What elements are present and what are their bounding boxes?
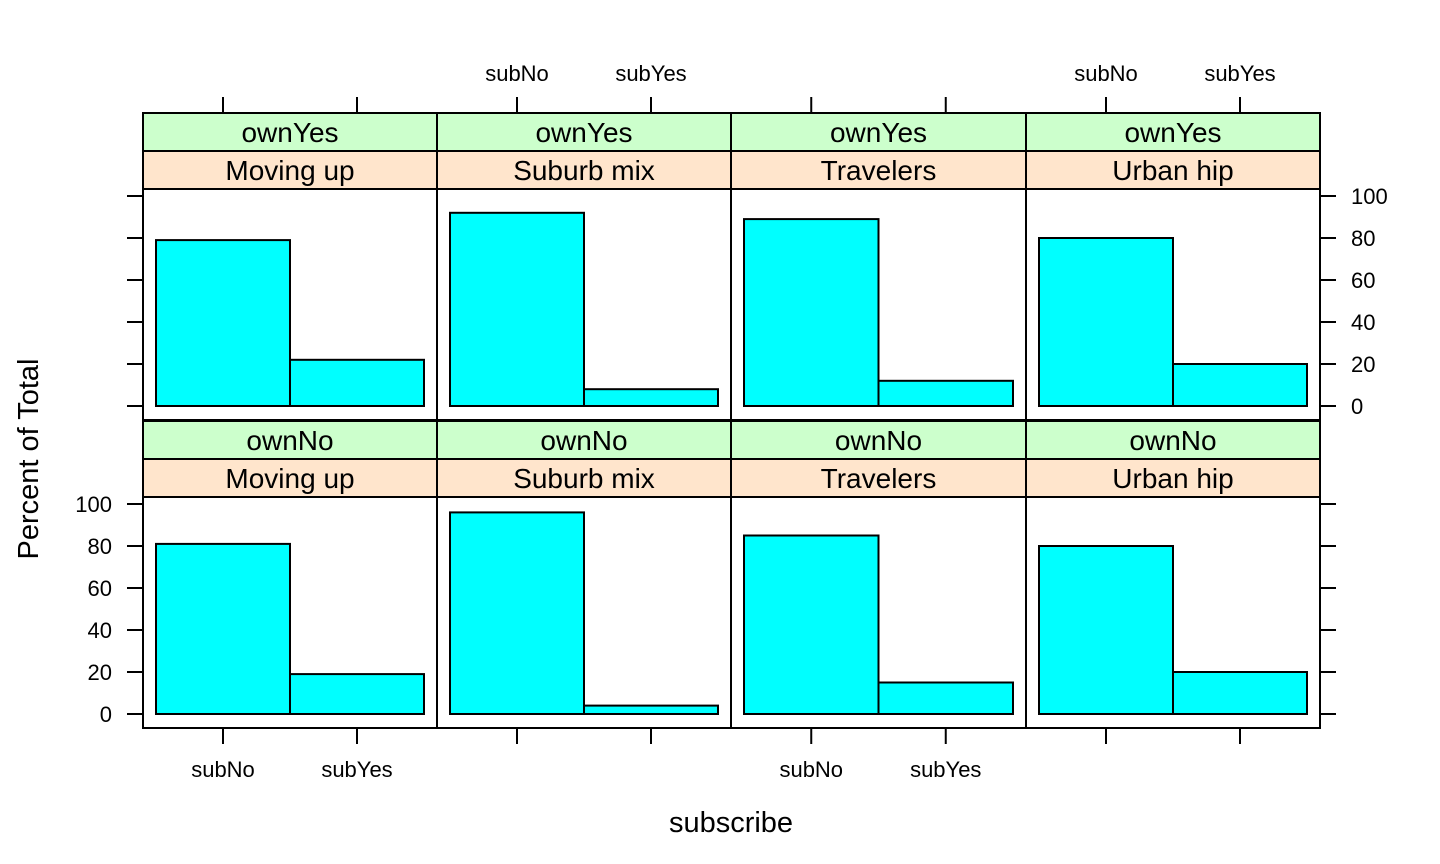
x-tick-label-top: subYes (615, 61, 686, 86)
strip-segment (142, 150, 438, 190)
strip-segment-label: Moving up (225, 463, 354, 494)
strip-segment (142, 458, 438, 498)
y-tick-label-left: 0 (100, 702, 112, 727)
bar-subYes (877, 379, 1014, 407)
strip-own (1025, 112, 1321, 152)
strip-own (142, 420, 438, 460)
y-axis-title: Percent of Total (13, 359, 45, 560)
strip-own (1025, 420, 1321, 460)
y-tick-label-left: 40 (88, 618, 112, 643)
strip-segment (730, 150, 1027, 190)
strip-segment-label: Moving up (225, 155, 354, 186)
y-tick-label-right: 0 (1351, 394, 1363, 419)
y-tick-label-right: 60 (1351, 268, 1375, 293)
x-axis-title: subscribe (669, 807, 793, 839)
strip-own-label: ownNo (835, 425, 922, 456)
strip-segment-label: Suburb mix (513, 155, 655, 186)
strip-own-label: ownYes (1124, 117, 1221, 148)
axes-layer: subNo subYes subNo subYes subNo subYes subNo su… (75, 61, 1387, 782)
strip-segment-label: Travelers (821, 463, 937, 494)
y-tick-label-left: 20 (88, 660, 112, 685)
panel-bottom-4: ownNo Urban hip (1025, 420, 1321, 729)
bar-subNo (449, 211, 585, 407)
strip-segment (436, 150, 732, 190)
y-tick-label-right: 80 (1351, 226, 1375, 251)
strip-segment (730, 458, 1027, 498)
strip-segment (1025, 458, 1321, 498)
strip-own-label: ownYes (830, 117, 927, 148)
bar-subYes (1172, 671, 1308, 715)
panel-bottom-1: ownNo Moving up (142, 420, 438, 729)
bar-subNo (1038, 237, 1174, 407)
strip-segment-label: Travelers (821, 155, 937, 186)
y-tick-label-right: 100 (1351, 184, 1388, 209)
panel-bottom-2: ownNo Suburb mix (436, 420, 732, 729)
strip-own (142, 112, 438, 152)
panel-top-2: ownYes Suburb mix (436, 112, 732, 421)
bar-subNo (743, 218, 880, 407)
bar-subYes (877, 681, 1014, 715)
bar-subNo (743, 534, 880, 715)
strip-own-label: ownNo (540, 425, 627, 456)
strip-own-label: ownNo (246, 425, 333, 456)
x-tick-label-top: subNo (485, 61, 549, 86)
strip-segment (1025, 150, 1321, 190)
y-tick-label-left: 100 (75, 492, 112, 517)
x-tick-label-bottom: subNo (779, 757, 843, 782)
bar-subNo (449, 511, 585, 716)
strip-own-label: ownYes (241, 117, 338, 148)
y-tick-label-left: 80 (88, 534, 112, 559)
bar-subYes (289, 358, 425, 407)
strip-segment-label: Suburb mix (513, 463, 655, 494)
y-tick-label-right: 20 (1351, 352, 1375, 377)
panel-bottom-3: ownNo Travelers (730, 420, 1027, 729)
x-tick-label-bottom: subYes (321, 757, 392, 782)
bar-subNo (155, 239, 291, 407)
panel-top-1: ownYes Moving up (142, 112, 438, 421)
strip-own-label: ownYes (535, 117, 632, 148)
x-tick-label-bottom: subYes (910, 757, 981, 782)
bar-subNo (1038, 545, 1174, 715)
bar-subYes (583, 388, 719, 408)
panel-top-3: ownYes Travelers (730, 112, 1027, 421)
strip-segment (436, 458, 732, 498)
strip-segment-label: Urban hip (1112, 463, 1233, 494)
x-tick-label-top: subNo (1074, 61, 1138, 86)
x-tick-label-bottom: subNo (191, 757, 255, 782)
panels-layer: ownYes Moving up ownYes Suburb mix ownYes Tra… (142, 112, 1321, 729)
y-tick-label-left: 60 (88, 576, 112, 601)
strip-own-label: ownNo (1129, 425, 1216, 456)
bar-subYes (583, 704, 719, 715)
y-tick-label-right: 40 (1351, 310, 1375, 335)
bar-subYes (1172, 363, 1308, 407)
bar-subNo (155, 542, 291, 716)
strip-segment-label: Urban hip (1112, 155, 1233, 186)
panel-frame (1025, 496, 1321, 729)
bar-subYes (289, 673, 425, 715)
panel-top-4: ownYes Urban hip (1025, 112, 1321, 421)
x-tick-label-top: subYes (1204, 61, 1275, 86)
